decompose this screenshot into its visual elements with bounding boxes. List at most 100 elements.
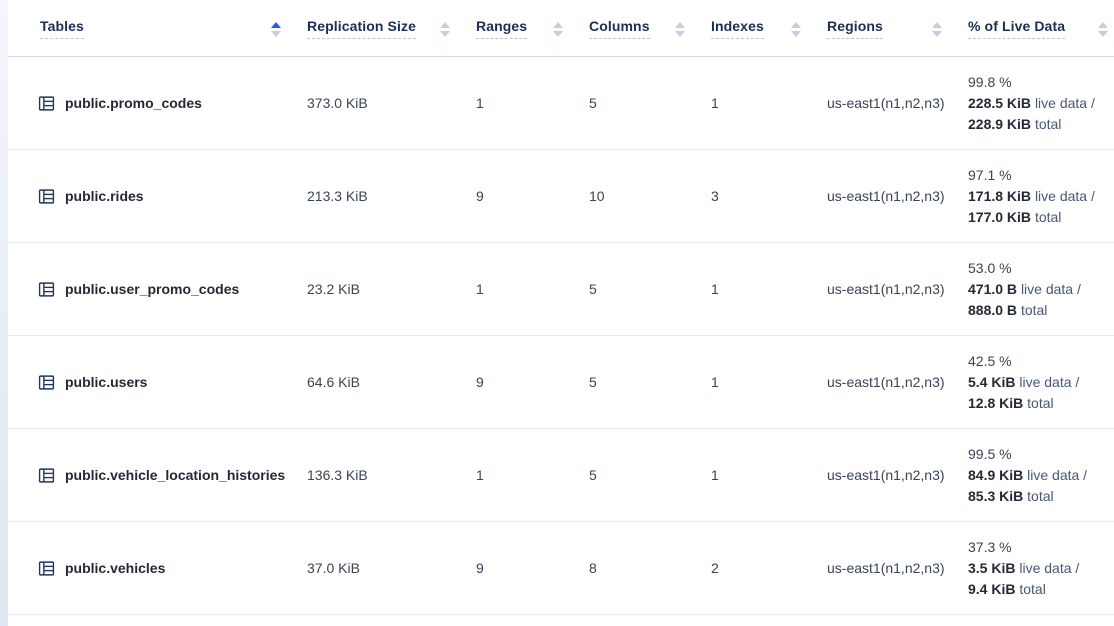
live-size-line: 228.5 KiB live data / [968,94,1095,111]
ranges-value: 1 [476,281,484,297]
column-header-label: Indexes [711,18,764,39]
columns-value: 5 [589,95,597,111]
indexes-value: 1 [711,95,719,111]
sort-arrows-icon[interactable] [553,20,563,37]
live-percent: 37.3 % [968,538,1012,555]
table-name-cell: public.users [8,336,307,428]
ranges-value: 9 [476,560,484,576]
live-size-line: 5.4 KiB live data / [968,373,1080,390]
column-header-ranges[interactable]: Ranges [476,0,589,56]
live-data-cell: 37.3 % 3.5 KiB live data / 9.4 KiB total [968,522,1114,614]
table-name-cell: public.rides [8,150,307,242]
table-grid-icon [38,95,55,112]
live-size-line: 471.0 B live data / [968,280,1081,297]
column-header-columns[interactable]: Columns [589,0,711,56]
live-data-cell: 42.5 % 5.4 KiB live data / 12.8 KiB tota… [968,336,1114,428]
table-row[interactable]: public.vehicles 37.0 KiB 9 8 2 us-east1(… [8,522,1114,615]
columns-value: 5 [589,374,597,390]
live-data-cell: 97.1 % 171.8 KiB live data / 177.0 KiB t… [968,150,1114,242]
table-grid-icon [38,467,55,484]
regions-value: us-east1(n1,n2,n3) [827,560,945,576]
total-size-line: 888.0 B total [968,301,1048,318]
table-row[interactable]: public.vehicle_location_histories 136.3 … [8,429,1114,522]
column-header-label: Tables [40,18,84,39]
column-header-label: Columns [589,18,650,39]
regions-value: us-east1(n1,n2,n3) [827,374,945,390]
table-header-row: Tables Replication Size Ranges Columns I… [8,0,1114,57]
table-name-link[interactable]: public.vehicles [65,560,166,576]
column-header-live-data[interactable]: % of Live Data [968,0,1114,56]
live-size-line: 3.5 KiB live data / [968,559,1080,576]
total-size-line: 85.3 KiB total [968,487,1054,504]
table-name-link[interactable]: public.users [65,374,148,390]
live-data-cell: 99.5 % 84.9 KiB live data / 85.3 KiB tot… [968,429,1114,521]
replication-size-value: 373.0 KiB [307,95,368,111]
table-grid-icon [38,374,55,391]
tables-table: Tables Replication Size Ranges Columns I… [8,0,1114,615]
ranges-value: 9 [476,374,484,390]
replication-size-value: 213.3 KiB [307,188,368,204]
table-name-link[interactable]: public.promo_codes [65,95,202,111]
column-header-label: Ranges [476,18,528,39]
live-size-line: 171.8 KiB live data / [968,187,1095,204]
sort-arrows-icon[interactable] [791,20,801,37]
table-row[interactable]: public.rides 213.3 KiB 9 10 3 us-east1(n… [8,150,1114,243]
indexes-value: 2 [711,560,719,576]
sort-arrows-icon[interactable] [932,20,942,37]
columns-value: 5 [589,281,597,297]
table-body: public.promo_codes 373.0 KiB 1 5 1 us-ea… [8,57,1114,615]
replication-size-value: 64.6 KiB [307,374,360,390]
column-header-tables[interactable]: Tables [8,0,307,56]
table-row[interactable]: public.users 64.6 KiB 9 5 1 us-east1(n1,… [8,336,1114,429]
table-name-cell: public.user_promo_codes [8,243,307,335]
column-header-regions[interactable]: Regions [827,0,968,56]
regions-value: us-east1(n1,n2,n3) [827,188,945,204]
replication-size-value: 136.3 KiB [307,467,368,483]
replication-size-value: 37.0 KiB [307,560,360,576]
live-percent: 99.8 % [968,73,1012,90]
column-header-label: Replication Size [307,18,416,39]
total-size-line: 12.8 KiB total [968,394,1054,411]
sort-arrows-icon[interactable] [271,20,281,37]
sort-arrows-icon[interactable] [1098,20,1108,37]
table-grid-icon [38,188,55,205]
table-row[interactable]: public.promo_codes 373.0 KiB 1 5 1 us-ea… [8,57,1114,150]
sort-arrows-icon[interactable] [440,20,450,37]
table-name-link[interactable]: public.vehicle_location_histories [65,467,286,483]
regions-value: us-east1(n1,n2,n3) [827,95,945,111]
sort-arrows-icon[interactable] [675,20,685,37]
ranges-value: 1 [476,467,484,483]
table-grid-icon [38,281,55,298]
indexes-value: 1 [711,374,719,390]
live-data-cell: 53.0 % 471.0 B live data / 888.0 B total [968,243,1114,335]
total-size-line: 177.0 KiB total [968,208,1062,225]
live-size-line: 84.9 KiB live data / [968,466,1088,483]
left-edge-strip [0,0,8,626]
ranges-value: 1 [476,95,484,111]
live-percent: 99.5 % [968,445,1012,462]
columns-value: 10 [589,188,605,204]
column-header-indexes[interactable]: Indexes [711,0,827,56]
live-data-cell: 99.8 % 228.5 KiB live data / 228.9 KiB t… [968,57,1114,149]
table-name-cell: public.vehicles [8,522,307,614]
column-header-label: Regions [827,18,883,39]
live-percent: 42.5 % [968,352,1012,369]
live-percent: 97.1 % [968,166,1012,183]
column-header-label: % of Live Data [968,18,1066,39]
column-header-replication-size[interactable]: Replication Size [307,0,476,56]
ranges-value: 9 [476,188,484,204]
total-size-line: 9.4 KiB total [968,580,1046,597]
regions-value: us-east1(n1,n2,n3) [827,281,945,297]
indexes-value: 3 [711,188,719,204]
indexes-value: 1 [711,281,719,297]
replication-size-value: 23.2 KiB [307,281,360,297]
table-name-cell: public.vehicle_location_histories [8,429,307,521]
columns-value: 5 [589,467,597,483]
table-name-cell: public.promo_codes [8,57,307,149]
regions-value: us-east1(n1,n2,n3) [827,467,945,483]
table-name-link[interactable]: public.user_promo_codes [65,281,240,297]
table-name-link[interactable]: public.rides [65,188,144,204]
table-grid-icon [38,560,55,577]
live-percent: 53.0 % [968,259,1012,276]
table-row[interactable]: public.user_promo_codes 23.2 KiB 1 5 1 u… [8,243,1114,336]
